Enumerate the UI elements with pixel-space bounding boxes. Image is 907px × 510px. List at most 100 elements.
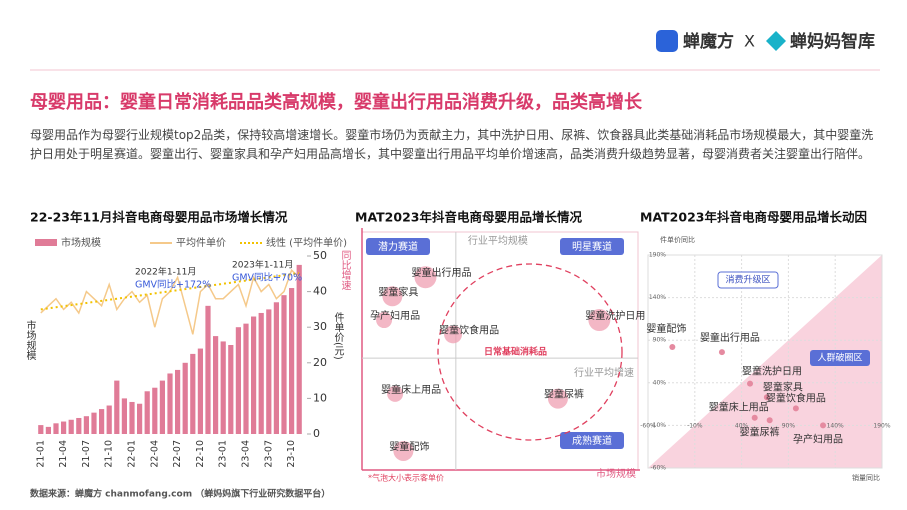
bar bbox=[266, 309, 272, 434]
x-tick-label: -60% bbox=[640, 423, 656, 430]
bar bbox=[220, 341, 226, 434]
bubble-label: 婴童出行用品 bbox=[411, 266, 471, 279]
bar bbox=[61, 421, 67, 434]
bar bbox=[45, 426, 51, 434]
brand: 蝉魔方 bbox=[683, 31, 734, 52]
y-axis-label: 市场规模 bbox=[24, 319, 36, 361]
x-axis-label: 市场规模 bbox=[596, 467, 636, 480]
x-tick-label: 21-07 bbox=[81, 440, 92, 468]
bar bbox=[68, 419, 74, 434]
bar bbox=[182, 362, 188, 434]
y2-tick-label: 0 bbox=[313, 427, 320, 440]
x-tick-label: 21-04 bbox=[58, 440, 69, 468]
zone-label: 人群破圈区 bbox=[817, 352, 862, 364]
bar bbox=[228, 345, 234, 434]
y-tick-label: -10% bbox=[650, 422, 666, 429]
point bbox=[766, 417, 773, 424]
quadrant-tag bbox=[366, 238, 430, 255]
zone-area bbox=[648, 255, 882, 468]
bar bbox=[197, 348, 203, 434]
quadrant-label: 明星赛道 bbox=[572, 240, 612, 253]
logo-icon bbox=[766, 31, 786, 51]
bubble bbox=[382, 286, 403, 307]
bar bbox=[175, 369, 181, 434]
x-tick-label: 22-01 bbox=[127, 440, 138, 468]
y-tick-label: 140% bbox=[649, 294, 666, 301]
x-tick-label: 23-01 bbox=[218, 440, 229, 468]
cluster-label: 日常基础消耗品 bbox=[484, 346, 547, 358]
point-label: 婴童尿裤 bbox=[740, 425, 780, 438]
bar bbox=[296, 264, 302, 434]
bar bbox=[114, 380, 120, 434]
y-tick-label: -60% bbox=[650, 465, 666, 472]
legend-label: 线性 (平均件单价) bbox=[266, 236, 347, 249]
bar bbox=[106, 405, 112, 434]
bar bbox=[144, 391, 150, 434]
bar bbox=[83, 416, 89, 434]
x-tick-label: 22-10 bbox=[195, 440, 206, 468]
x-tick-label: 23-07 bbox=[263, 440, 274, 468]
bar bbox=[190, 353, 196, 434]
bubble-label: 婴童配饰 bbox=[389, 440, 429, 453]
bar bbox=[281, 295, 287, 434]
logo-icon bbox=[656, 30, 678, 52]
bar bbox=[152, 387, 158, 434]
zone-label: 消费升级区 bbox=[725, 274, 770, 286]
bubble bbox=[393, 440, 414, 461]
bar bbox=[258, 312, 264, 434]
annotation: 2023年1-11月 bbox=[232, 259, 293, 271]
bar bbox=[273, 302, 279, 434]
y2-tick-label: 20 bbox=[313, 356, 327, 369]
page-title: 母婴用品：婴童日常消耗品品类高规模，婴童出行用品消费升级，品类高增长 bbox=[30, 91, 643, 113]
point-label: 婴童床上用品 bbox=[709, 401, 769, 414]
intro-text: 母婴用品作为母婴行业规模top2品类，保持较高增速增长。婴童市场仍为贡献主力，其… bbox=[30, 128, 874, 161]
x-tick-label: 23-10 bbox=[286, 440, 297, 468]
x-tick-label: 23-04 bbox=[241, 440, 252, 468]
y-tick-label: 90% bbox=[653, 337, 667, 344]
y2-tick-label: 50 bbox=[313, 249, 327, 262]
x-tick-label: 90% bbox=[782, 423, 796, 430]
annotation: GMV同比+70% bbox=[232, 272, 302, 284]
separator: X bbox=[744, 32, 755, 51]
y-tick-label: 40% bbox=[653, 379, 667, 386]
bar bbox=[235, 327, 241, 434]
annotation: GMV同比+172% bbox=[135, 279, 211, 291]
cluster-outline bbox=[437, 263, 623, 441]
bar bbox=[99, 409, 105, 434]
bubble bbox=[414, 266, 437, 289]
bubble-label: 婴童饮食用品 bbox=[439, 323, 499, 336]
y2-axis-label: 件单价(元) bbox=[332, 312, 344, 360]
bubble-label: 婴童家具 bbox=[378, 285, 418, 298]
point bbox=[669, 344, 676, 351]
bubble bbox=[444, 325, 463, 344]
bar bbox=[205, 305, 211, 434]
source: 数据来源：蝉魔方 chanmofang.com （蝉妈妈旗下行业研究数据平台） bbox=[30, 488, 330, 500]
point-label: 孕产妇用品 bbox=[793, 432, 843, 445]
bar bbox=[137, 403, 143, 434]
bar bbox=[121, 398, 127, 434]
y2-tick-label: 30 bbox=[313, 320, 327, 333]
x-tick-label: -10% bbox=[687, 423, 703, 430]
point bbox=[747, 380, 754, 387]
y2-tick-label: 40 bbox=[313, 285, 327, 298]
bubble bbox=[588, 309, 611, 332]
point bbox=[718, 349, 725, 356]
point-label: 婴童家具 bbox=[763, 380, 803, 393]
bar bbox=[91, 412, 97, 434]
x-tick-label: 21-01 bbox=[35, 440, 46, 468]
point bbox=[751, 414, 758, 421]
quadrant-tag bbox=[560, 432, 624, 449]
x-tick-label: 22-04 bbox=[149, 440, 160, 468]
quadrant-tag bbox=[560, 238, 624, 255]
bubble bbox=[376, 312, 393, 329]
brand: 蝉妈妈智库 bbox=[790, 31, 875, 52]
chart-title: MAT2023年抖音电商母婴用品增长动因 bbox=[640, 210, 867, 225]
point-label: 婴童出行用品 bbox=[700, 331, 760, 344]
y-tick-label: 190% bbox=[649, 252, 666, 259]
chart-title: MAT2023年抖音电商母婴用品增长情况 bbox=[355, 210, 582, 225]
bar bbox=[76, 417, 82, 434]
bar bbox=[251, 316, 257, 434]
legend-label: 市场规模 bbox=[61, 236, 101, 249]
